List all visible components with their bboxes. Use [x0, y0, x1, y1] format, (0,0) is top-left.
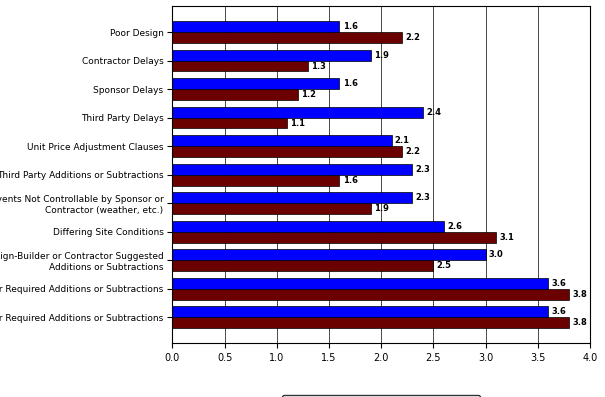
Text: 3.0: 3.0	[489, 250, 503, 259]
Text: 2.4: 2.4	[426, 108, 441, 117]
Bar	[172, 107, 423, 118]
Bar	[172, 306, 548, 317]
Text: 2.3: 2.3	[416, 193, 431, 202]
Bar	[172, 278, 548, 289]
Bar	[172, 175, 339, 185]
Bar	[172, 221, 443, 232]
Text: 3.1: 3.1	[499, 233, 514, 242]
Text: 1.6: 1.6	[342, 79, 358, 88]
Bar	[172, 260, 433, 271]
Text: 2.3: 2.3	[416, 165, 431, 174]
Text: 2.2: 2.2	[405, 147, 420, 156]
Text: 3.8: 3.8	[572, 290, 587, 299]
Text: 2.5: 2.5	[436, 261, 451, 270]
Bar	[172, 203, 371, 214]
Bar	[172, 32, 402, 43]
Text: 2.1: 2.1	[394, 136, 410, 145]
Bar	[172, 78, 339, 89]
Bar	[172, 164, 413, 175]
Text: 1.6: 1.6	[342, 175, 358, 185]
Text: 3.6: 3.6	[551, 307, 566, 316]
Bar	[172, 249, 485, 260]
Text: 1.3: 1.3	[311, 62, 326, 71]
Text: 1.1: 1.1	[290, 119, 306, 127]
Text: 2.2: 2.2	[405, 33, 420, 42]
Bar	[172, 61, 308, 71]
Text: 3.6: 3.6	[551, 279, 566, 288]
Bar	[172, 118, 287, 129]
Text: 1.2: 1.2	[301, 90, 316, 99]
Text: 2.6: 2.6	[447, 222, 462, 231]
Bar	[172, 50, 371, 61]
Bar	[172, 21, 339, 32]
Bar	[172, 232, 496, 243]
Bar	[172, 135, 391, 146]
Legend: Design-Build, Design-Bid-Build: Design-Build, Design-Bid-Build	[282, 395, 480, 397]
Bar	[172, 193, 413, 203]
Bar	[172, 317, 569, 328]
Bar	[172, 89, 298, 100]
Text: 3.8: 3.8	[572, 318, 587, 327]
Bar	[172, 146, 402, 157]
Text: 1.6: 1.6	[342, 22, 358, 31]
Bar	[172, 289, 569, 300]
Text: 1.9: 1.9	[374, 51, 389, 60]
Text: 1.9: 1.9	[374, 204, 389, 213]
